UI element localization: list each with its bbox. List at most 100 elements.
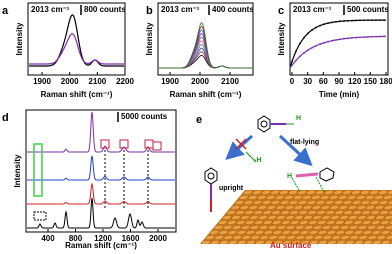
x-tick-label: 150	[364, 77, 378, 86]
scale-bar-label: 500 counts	[347, 5, 389, 14]
point	[383, 19, 385, 21]
highlight-box	[144, 139, 154, 149]
spectrum	[27, 111, 175, 153]
panel-label: d	[2, 112, 9, 124]
x-axis-label: Raman shift (cm⁻¹)	[41, 90, 113, 99]
point	[295, 50, 297, 53]
point	[367, 36, 369, 38]
molecule-flat	[291, 167, 335, 193]
flat-label: flat-lying	[290, 139, 319, 146]
panel-e: e upright flat-lying Au surface -H H H	[196, 114, 392, 250]
panel-label: e	[196, 114, 202, 126]
y-axis-label: Intensity	[145, 22, 154, 55]
point	[303, 52, 305, 54]
kinetic-curve	[289, 35, 386, 69]
spectrum	[29, 33, 124, 65]
point	[347, 19, 349, 22]
point	[323, 41, 325, 44]
y-axis-label: Intensity	[13, 154, 22, 187]
point	[363, 36, 365, 38]
point	[303, 36, 305, 39]
point	[339, 38, 341, 41]
point	[323, 23, 325, 26]
point	[307, 32, 309, 35]
point	[367, 19, 369, 22]
point	[299, 42, 301, 45]
point	[355, 36, 357, 39]
molecule-upright	[204, 167, 218, 212]
gold-surface	[200, 190, 392, 244]
point	[327, 22, 329, 25]
scale-bar-label: 800 counts	[84, 5, 126, 14]
x-tick-label: 120	[348, 77, 362, 86]
point	[335, 20, 337, 23]
spectrum	[29, 14, 124, 67]
annotation: 2013 cm⁻¹	[293, 5, 332, 14]
point	[311, 46, 313, 49]
x-tick-label: 1600	[122, 234, 140, 243]
point	[343, 37, 345, 40]
point	[379, 35, 381, 38]
point	[291, 60, 293, 63]
x-tick-label: 400	[41, 234, 55, 243]
point	[311, 29, 313, 31]
molecule-top	[257, 115, 294, 133]
x-tick-label: 1900	[161, 77, 179, 86]
point	[315, 44, 317, 47]
y-axis-label: Intensity	[277, 22, 286, 55]
x-tick-label: 2000	[191, 77, 209, 86]
kinetic-curve	[289, 19, 386, 69]
panel-label: c	[278, 5, 284, 17]
point	[343, 20, 345, 22]
h-label: H	[296, 115, 301, 122]
x-tick-label: 1200	[94, 234, 112, 243]
highlight-box	[119, 139, 129, 149]
x-axis-label: Raman shift (cm⁻¹)	[65, 241, 137, 250]
x-tick-label: 2100	[221, 77, 239, 86]
point	[319, 24, 321, 27]
axes-frame	[25, 109, 177, 233]
h-label: H	[287, 173, 292, 180]
point	[351, 19, 353, 22]
spectrum	[27, 155, 175, 181]
annotation: 2013 cm⁻¹	[161, 5, 200, 14]
x-tick-label: 800	[69, 234, 83, 243]
point	[307, 49, 309, 51]
highlight-box	[33, 143, 43, 197]
scale-bar-label: 5000 counts	[121, 112, 168, 121]
point	[319, 43, 321, 46]
point	[359, 19, 361, 22]
arrow	[278, 134, 313, 167]
x-tick-label: 180	[379, 77, 392, 86]
h-loss-label: -H	[254, 157, 261, 164]
upright-label: upright	[219, 185, 244, 192]
point	[363, 19, 365, 22]
x-tick-label: 2200	[116, 77, 134, 86]
point	[355, 19, 357, 22]
scale-bar-label: 400 counts	[212, 5, 254, 14]
point	[299, 55, 301, 58]
point	[375, 19, 377, 21]
x-tick-label: 2000	[61, 77, 79, 86]
point	[383, 35, 385, 38]
h-loss	[245, 151, 257, 163]
point	[371, 19, 373, 21]
annotation: 2013 cm⁻¹	[31, 5, 70, 14]
spectrum	[27, 197, 175, 229]
point	[315, 26, 317, 29]
point	[379, 19, 381, 21]
x-tick-label: 0	[290, 77, 295, 86]
x-tick-label: 2000	[149, 234, 167, 243]
point	[295, 59, 297, 62]
x-tick-label: 30	[303, 77, 312, 86]
x-tick-label: 2100	[88, 77, 106, 86]
axes-frame	[27, 2, 126, 76]
point	[335, 39, 337, 41]
x-axis-label: Raman shift (cm⁻¹)	[170, 90, 242, 99]
surface-label: Au surface	[270, 241, 312, 250]
x-tick-label: 1900	[33, 77, 51, 86]
spectrum	[159, 22, 252, 69]
x-tick-label: 60	[319, 77, 328, 86]
highlight-box	[33, 211, 47, 221]
